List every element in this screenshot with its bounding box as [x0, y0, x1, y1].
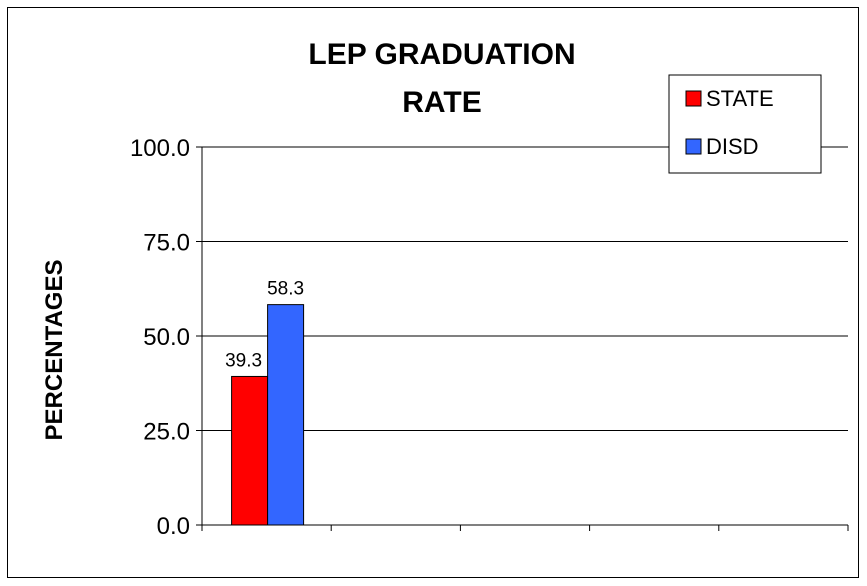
data-label-state: 39.3 [225, 350, 262, 371]
y-tick-label: 75.0 [143, 230, 190, 257]
bars [231, 304, 305, 526]
y-tick-label: 100.0 [130, 135, 190, 162]
legend-label-state: STATE [706, 86, 774, 111]
y-tick-label: 0.0 [157, 513, 190, 540]
legend-swatch-disd [685, 138, 702, 155]
y-axis-label: PERCENTAGES [41, 260, 68, 441]
legend-swatch-state [685, 90, 702, 107]
bar-disd [267, 304, 305, 526]
data-labels: 39.3 58.3 [225, 279, 304, 372]
chart-title-line-2: RATE [402, 86, 481, 119]
y-tick-label: 50.0 [143, 324, 190, 351]
chart-title-line-1: LEP GRADUATION [308, 38, 575, 71]
bar-state [231, 375, 269, 526]
legend: STATE DISD [668, 74, 822, 174]
gridlines [202, 146, 848, 431]
axes: 0.0 25.0 50.0 75.0 100.0 [130, 135, 849, 540]
data-label-disd: 58.3 [267, 279, 304, 300]
legend-label-disd: DISD [706, 134, 759, 159]
y-tick-label: 25.0 [143, 419, 190, 446]
